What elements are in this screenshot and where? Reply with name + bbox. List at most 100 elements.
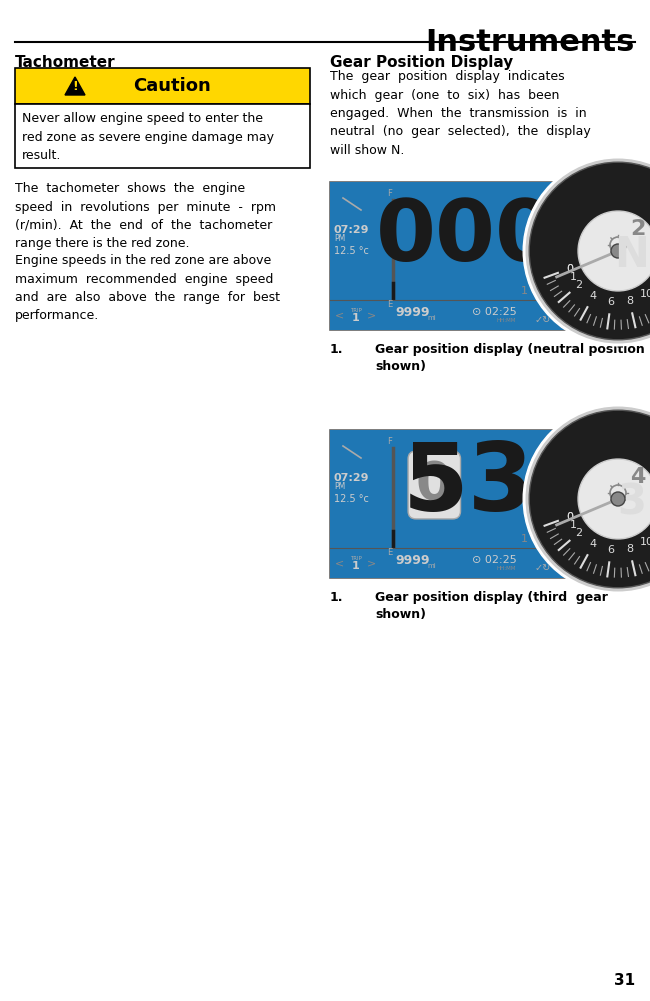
Text: mp/h: mp/h bbox=[585, 317, 599, 322]
Text: 1.: 1. bbox=[330, 343, 343, 356]
Circle shape bbox=[351, 204, 353, 206]
Text: 2: 2 bbox=[630, 219, 645, 239]
Text: 000: 000 bbox=[376, 195, 556, 278]
Text: 8: 8 bbox=[626, 296, 633, 306]
Circle shape bbox=[351, 451, 353, 454]
Text: 6: 6 bbox=[608, 545, 614, 555]
Text: mi: mi bbox=[428, 315, 436, 321]
Text: >: > bbox=[367, 558, 376, 568]
Circle shape bbox=[523, 156, 650, 345]
Text: mp/h: mp/h bbox=[585, 566, 599, 571]
Circle shape bbox=[611, 492, 625, 506]
Circle shape bbox=[526, 159, 650, 342]
Circle shape bbox=[420, 186, 436, 202]
Circle shape bbox=[351, 201, 353, 203]
Text: mi: mi bbox=[428, 563, 436, 569]
Text: Caution: Caution bbox=[134, 77, 211, 95]
Text: 1: 1 bbox=[352, 561, 360, 571]
Text: >: > bbox=[367, 310, 376, 320]
Text: Tachometer: Tachometer bbox=[15, 55, 116, 70]
Circle shape bbox=[448, 434, 464, 450]
Text: Instruments: Instruments bbox=[426, 28, 635, 57]
Text: TRIP: TRIP bbox=[350, 557, 362, 562]
Text: 0: 0 bbox=[416, 459, 452, 511]
Circle shape bbox=[448, 186, 464, 202]
Text: PM: PM bbox=[334, 234, 345, 243]
Text: 0: 0 bbox=[566, 263, 573, 273]
Bar bbox=[15, 68, 310, 104]
Circle shape bbox=[532, 434, 548, 450]
Bar bbox=[330, 430, 648, 578]
Text: 1: 1 bbox=[521, 286, 528, 296]
Text: ⊙ 02:25: ⊙ 02:25 bbox=[472, 555, 517, 565]
Bar bbox=[348, 532, 353, 540]
Bar bbox=[398, 182, 533, 300]
Text: 9999: 9999 bbox=[396, 555, 430, 568]
Text: ⊙ 25.2: ⊙ 25.2 bbox=[558, 307, 596, 317]
Polygon shape bbox=[65, 77, 85, 95]
Text: 2: 2 bbox=[575, 279, 582, 289]
Text: 0: 0 bbox=[566, 512, 573, 522]
Text: Gear position display (neutral position
shown): Gear position display (neutral position … bbox=[375, 343, 645, 373]
Text: ⊙ 25.2: ⊙ 25.2 bbox=[558, 555, 596, 565]
Bar bbox=[330, 430, 648, 578]
Text: The  tachometer  shows  the  engine
speed  in  revolutions  per  minute  -  rpm
: The tachometer shows the engine speed in… bbox=[15, 182, 276, 250]
Bar bbox=[330, 182, 648, 330]
Text: F: F bbox=[387, 437, 393, 446]
Text: 53: 53 bbox=[402, 439, 534, 531]
Text: HH:MM: HH:MM bbox=[497, 317, 515, 322]
Bar bbox=[330, 182, 648, 330]
Text: The  gear  position  display  indicates
which  gear  (one  to  six)  has  been
e: The gear position display indicates whic… bbox=[330, 70, 591, 157]
Text: 1: 1 bbox=[521, 534, 528, 544]
Text: ✓↻: ✓↻ bbox=[535, 315, 551, 325]
Text: !: ! bbox=[72, 80, 78, 93]
Text: HH:MM: HH:MM bbox=[497, 566, 515, 571]
Text: 07:29: 07:29 bbox=[334, 225, 369, 235]
Text: 0: 0 bbox=[566, 263, 573, 273]
Circle shape bbox=[351, 208, 353, 210]
Circle shape bbox=[578, 211, 650, 291]
Text: ✓↻: ✓↻ bbox=[535, 563, 551, 573]
Text: 8: 8 bbox=[626, 545, 633, 555]
Text: Never allow engine speed to enter the
red zone as severe engine damage may
resul: Never allow engine speed to enter the re… bbox=[22, 112, 274, 162]
Text: <: < bbox=[335, 558, 345, 568]
Circle shape bbox=[504, 186, 520, 202]
Text: 4: 4 bbox=[630, 467, 645, 487]
Circle shape bbox=[504, 434, 520, 450]
Text: 6: 6 bbox=[608, 297, 614, 307]
Text: 1.: 1. bbox=[330, 591, 343, 604]
Text: Engine speeds in the red zone are above
maximum  recommended  engine  speed
and : Engine speeds in the red zone are above … bbox=[15, 254, 280, 322]
Text: 1: 1 bbox=[352, 313, 360, 323]
Text: 9999: 9999 bbox=[396, 306, 430, 319]
Circle shape bbox=[611, 244, 625, 258]
Text: F: F bbox=[387, 189, 393, 198]
Text: N: N bbox=[614, 234, 649, 276]
Bar bbox=[348, 284, 353, 292]
Text: 07:29: 07:29 bbox=[334, 473, 369, 483]
Circle shape bbox=[560, 186, 576, 202]
Text: 2: 2 bbox=[575, 528, 582, 538]
Text: TRIP: TRIP bbox=[350, 308, 362, 313]
Bar bbox=[334, 532, 348, 548]
Text: E: E bbox=[387, 548, 393, 557]
Text: <: < bbox=[335, 310, 345, 320]
Circle shape bbox=[529, 410, 650, 588]
Text: 4: 4 bbox=[590, 291, 597, 301]
Text: PM: PM bbox=[334, 482, 345, 491]
Bar bbox=[398, 430, 533, 548]
Text: 3: 3 bbox=[618, 482, 647, 524]
Circle shape bbox=[351, 448, 353, 451]
Bar bbox=[330, 430, 398, 578]
Text: 31: 31 bbox=[614, 973, 635, 988]
Circle shape bbox=[532, 186, 548, 202]
Bar bbox=[15, 104, 310, 168]
Text: Gear Position Display: Gear Position Display bbox=[330, 55, 514, 70]
Text: ⊙ 02:25: ⊙ 02:25 bbox=[472, 307, 517, 317]
Circle shape bbox=[526, 407, 650, 591]
Text: 12.5 °c: 12.5 °c bbox=[334, 246, 369, 256]
Text: 1: 1 bbox=[570, 520, 577, 530]
Bar bbox=[334, 284, 348, 300]
Text: Gear position display (third  gear
shown): Gear position display (third gear shown) bbox=[375, 591, 608, 621]
Bar bbox=[330, 182, 398, 330]
Text: 10: 10 bbox=[640, 289, 650, 299]
